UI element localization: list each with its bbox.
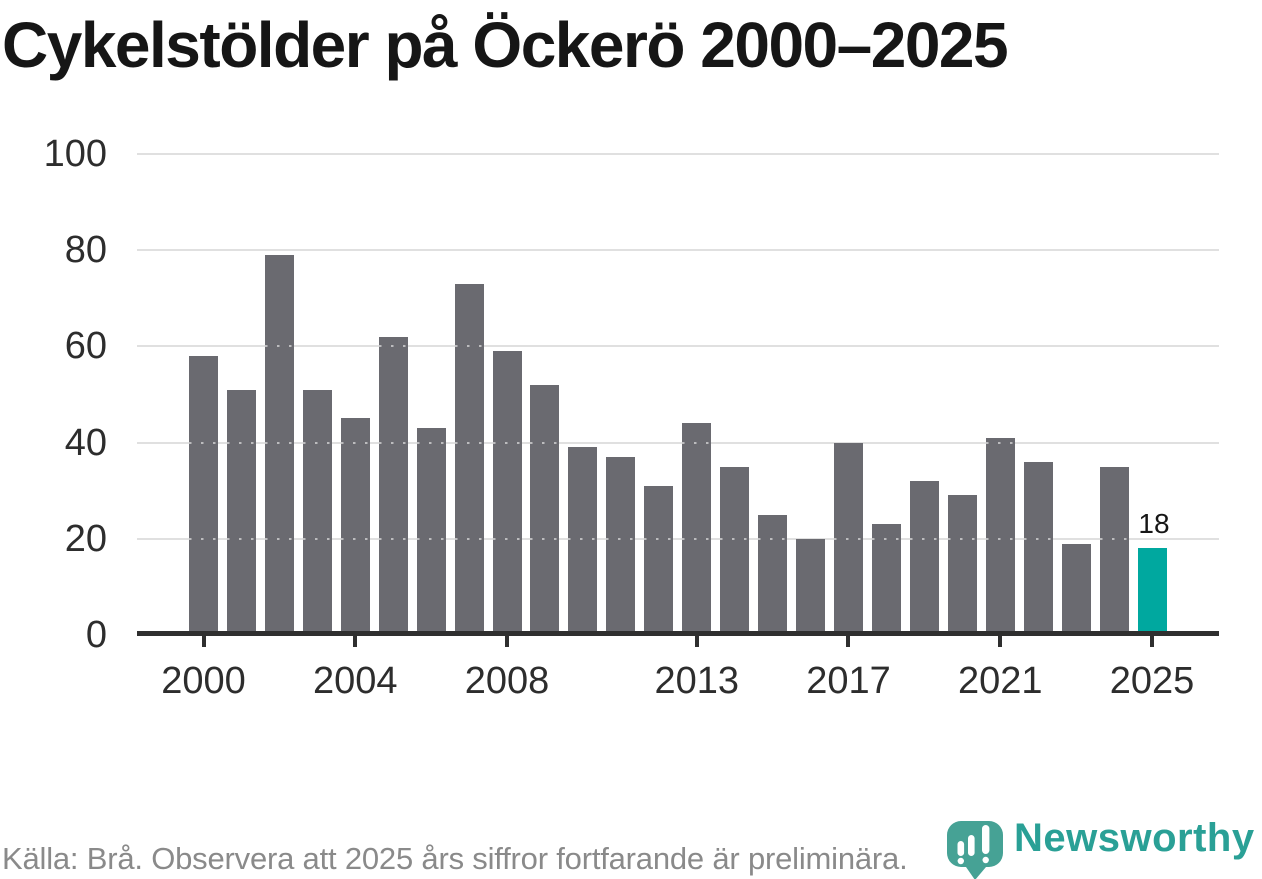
gridline-dash-overlay: [492, 537, 522, 540]
bar-2010: [568, 447, 598, 635]
y-axis-tick-label: 60: [64, 325, 107, 368]
bar-2007: [454, 283, 484, 635]
bar-2005: [378, 336, 408, 635]
gridline-dash-overlay: [1099, 537, 1129, 540]
gridline-dash-overlay: [985, 537, 1015, 540]
gridline-dash-overlay: [947, 537, 977, 540]
gridline-dash-overlay: [416, 537, 446, 540]
x-axis-tick-2013: [694, 636, 699, 647]
bar-2024: [1099, 466, 1129, 635]
y-axis-tick-label: 20: [64, 517, 107, 560]
gridline-dash-overlay: [454, 537, 484, 540]
bar-2023: [1061, 543, 1091, 635]
gridline-dash-overlay: [226, 537, 256, 540]
x-axis-tick-2004: [353, 636, 358, 647]
gridline-dash-overlay: [454, 441, 484, 444]
source-note: Källa: Brå. Observera att 2025 års siffr…: [2, 841, 908, 876]
bar-2022: [1023, 461, 1053, 635]
gridline-dash-overlay: [833, 537, 863, 540]
gridline-y-40: [137, 441, 1219, 444]
gridline-y-20: [137, 537, 1219, 540]
gridline-dash-overlay: [1023, 537, 1053, 540]
bar-2015: [758, 514, 788, 635]
gridline-dash-overlay: [644, 537, 674, 540]
gridline-dash-overlay: [720, 537, 750, 540]
bar-2016: [796, 538, 826, 635]
gridline-dash-overlay: [302, 537, 332, 540]
speech-bubble-shape: [947, 821, 1003, 879]
gridline-dash-overlay: [378, 537, 408, 540]
gridline-dash-overlay: [568, 537, 598, 540]
bar-2006: [416, 428, 446, 635]
page-title: Cykelstölder på Öckerö 2000–2025: [2, 9, 1009, 81]
gridline-dash-overlay: [454, 345, 484, 348]
gridline-dash-overlay: [492, 441, 522, 444]
gridline-dash-overlay: [264, 345, 294, 348]
x-axis-tick-label-2004: 2004: [312, 660, 398, 702]
x-axis-tick-label-2013: 2013: [654, 660, 739, 702]
gridline-dash-overlay: [340, 537, 370, 540]
bar-2014: [720, 466, 750, 635]
x-axis-tick-2017: [846, 636, 851, 647]
x-axis-tick-2000: [201, 636, 206, 647]
x-axis-tick-label-2017: 2017: [806, 660, 891, 702]
gridline-dash-overlay: [340, 441, 370, 444]
gridline-dash-overlay: [302, 441, 332, 444]
gridline-dash-overlay: [606, 537, 636, 540]
gridline-y-100: [137, 152, 1219, 155]
newsworthy-logo-wordmark: Newsworthy: [1014, 816, 1255, 860]
x-axis-tick-label-2000: 2000: [161, 660, 246, 702]
gridline-dash-overlay: [530, 537, 560, 540]
bar-2019: [909, 481, 939, 635]
bar-2008: [492, 351, 522, 635]
bar-2025-highlighted: [1137, 548, 1167, 635]
y-axis-tick-label: 100: [43, 132, 107, 175]
bar-2001: [226, 389, 256, 635]
gridline-dash-overlay: [264, 441, 294, 444]
x-axis-tick-2021: [998, 636, 1003, 647]
gridline-dash-overlay: [530, 441, 560, 444]
gridline-dash-overlay: [985, 441, 1015, 444]
bar-2004: [340, 418, 370, 635]
bar-2009: [530, 384, 560, 635]
gridline-y-80: [137, 249, 1219, 251]
newsworthy-logo-icon: [947, 821, 1003, 879]
gridline-y-60: [137, 345, 1219, 348]
bar-2000: [189, 355, 218, 635]
bar-2012: [644, 485, 674, 635]
bar-2002: [264, 254, 294, 635]
bar-2011: [606, 456, 636, 635]
y-axis-tick-label: 40: [64, 421, 107, 464]
bar-2003: [302, 389, 332, 635]
gridline-dash-overlay: [378, 345, 408, 348]
bar-2018: [871, 524, 901, 635]
gridline-dash-overlay: [682, 537, 712, 540]
gridline-dash-overlay: [909, 537, 939, 540]
gridline-dash-overlay: [758, 537, 788, 540]
x-axis-line: [137, 631, 1219, 636]
bar-2017: [833, 442, 863, 635]
y-axis-tick-label: 0: [85, 614, 107, 656]
x-axis-tick-2025: [1150, 636, 1154, 647]
bar-2020: [947, 495, 977, 635]
bar-2021: [985, 437, 1015, 635]
gridline-dash-overlay: [378, 441, 408, 444]
x-axis-tick-label-2021: 2021: [957, 660, 1043, 702]
gridline-dash-overlay: [226, 441, 256, 444]
x-axis-tick-label-2025: 2025: [1109, 660, 1195, 702]
y-axis-tick-label: 80: [64, 229, 107, 271]
x-axis-tick-label-2008: 2008: [464, 660, 550, 702]
gridline-dash-overlay: [189, 537, 218, 540]
x-axis-tick-2008: [505, 636, 510, 647]
gridline-dash-overlay: [264, 537, 294, 540]
bar-value-label-2025: 18: [1138, 508, 1170, 540]
gridline-dash-overlay: [189, 441, 218, 444]
gridline-dash-overlay: [416, 441, 446, 444]
gridline-dash-overlay: [871, 537, 901, 540]
bar-2013: [682, 423, 712, 635]
gridline-dash-overlay: [682, 441, 712, 444]
